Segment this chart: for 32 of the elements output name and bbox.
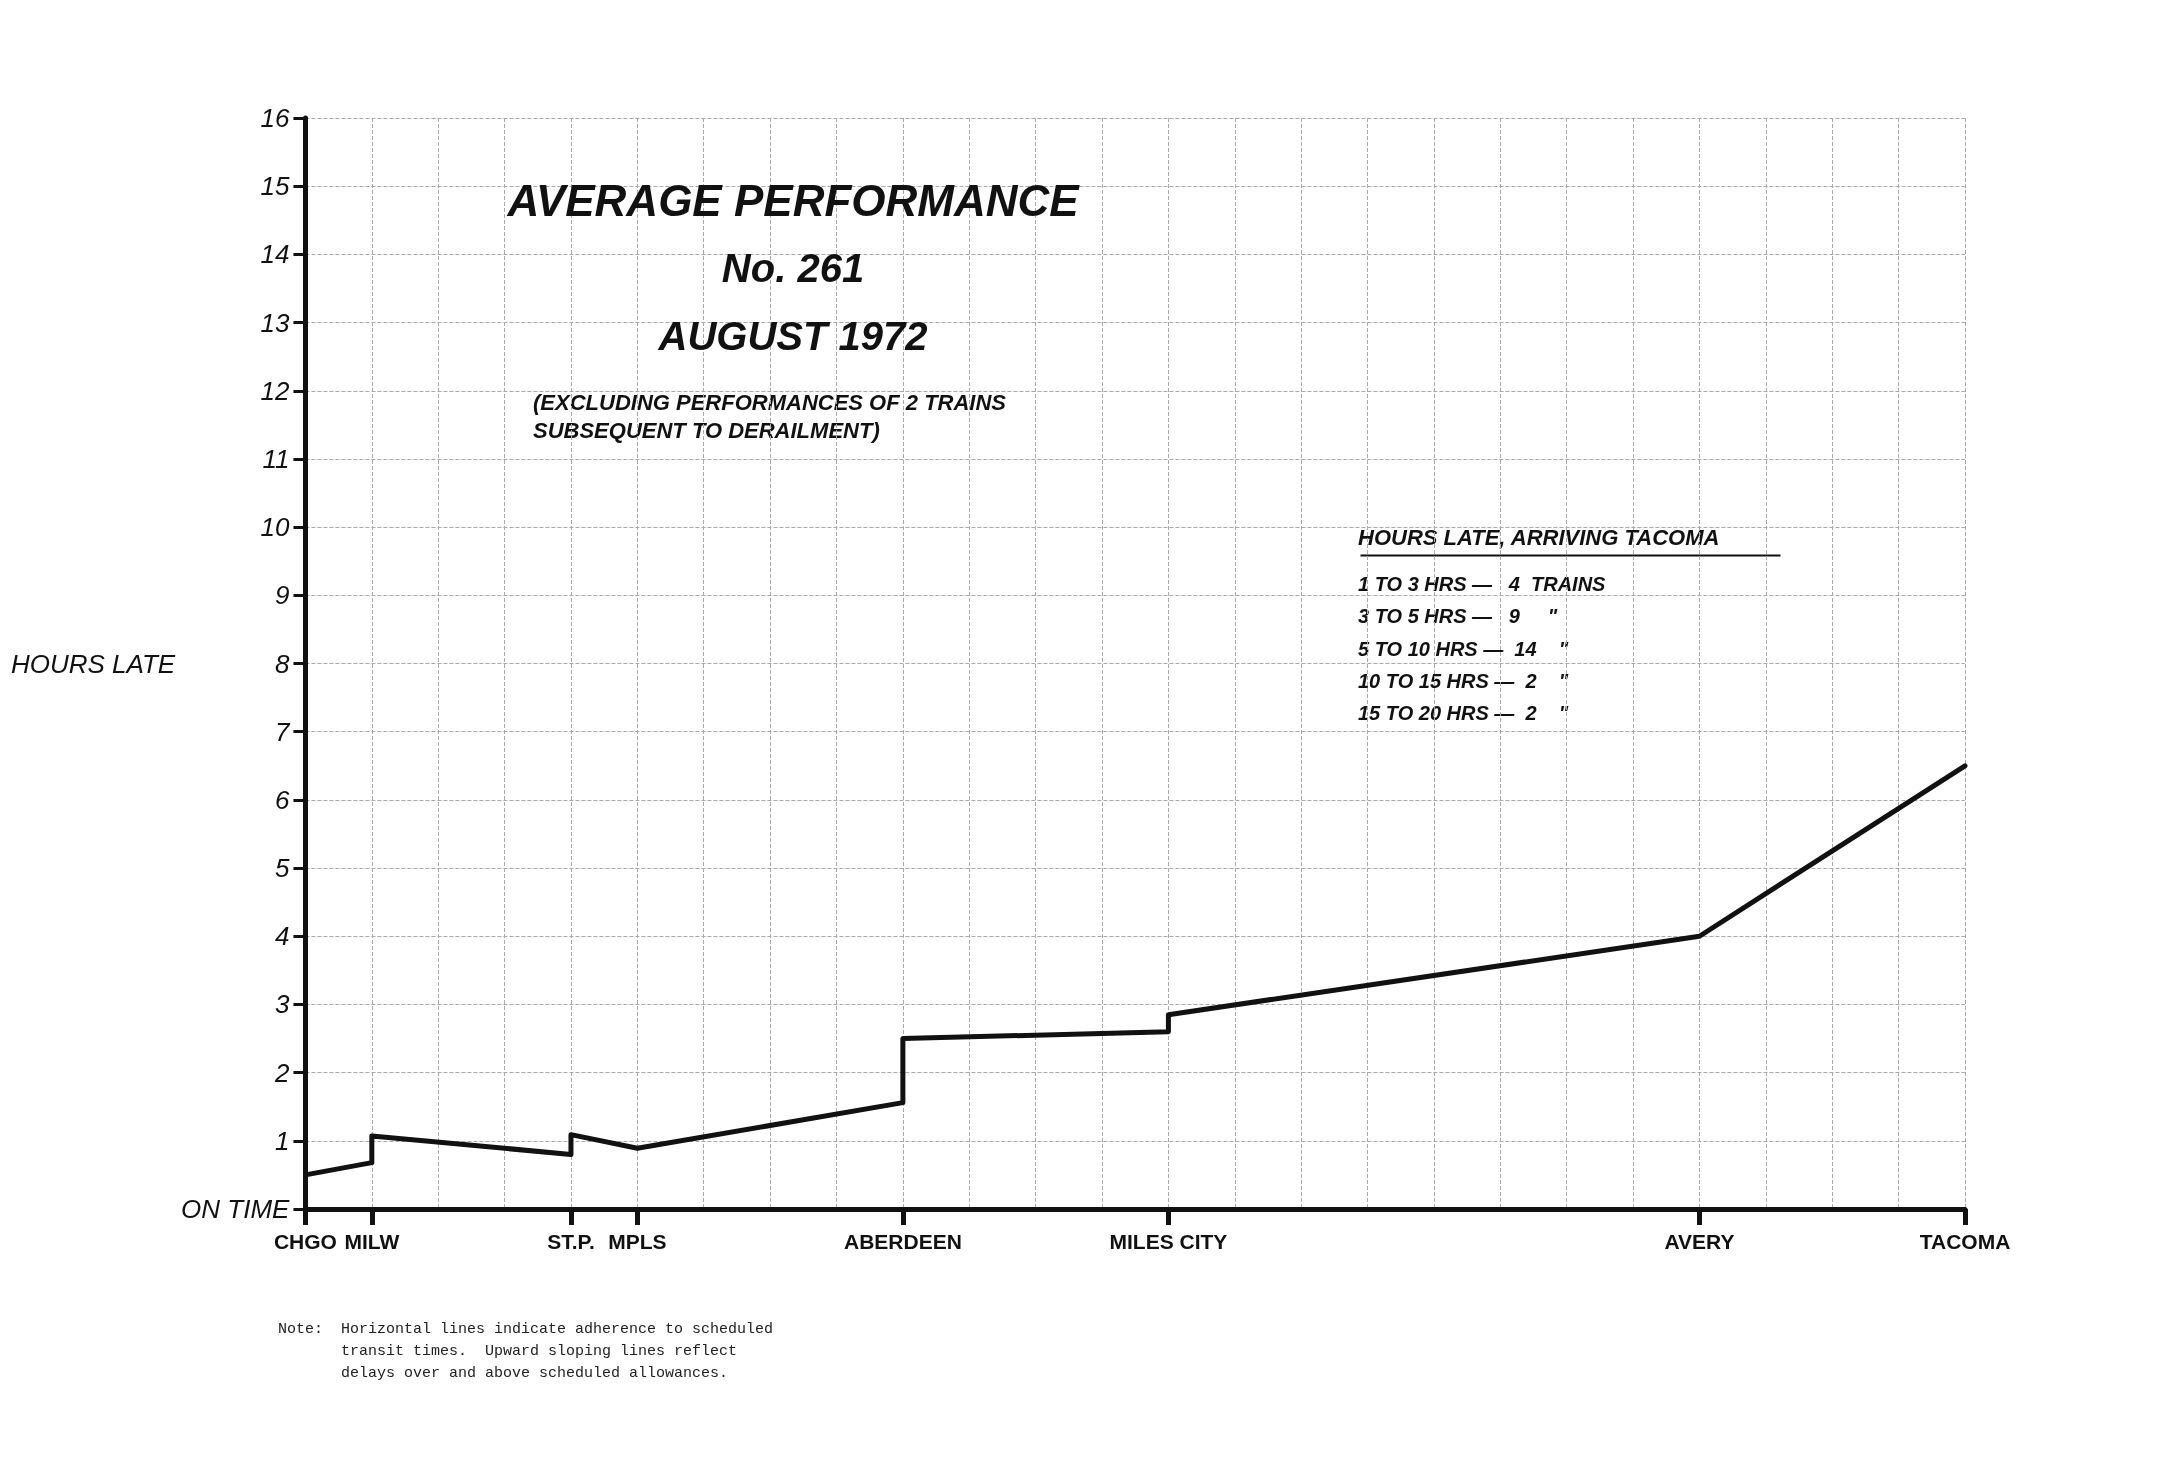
x-tick-label: MPLS bbox=[608, 1230, 667, 1253]
y-tick-label: 3 bbox=[274, 989, 290, 1020]
y-tick-label: 5 bbox=[274, 853, 290, 884]
x-tick-label: CHGO bbox=[273, 1230, 337, 1253]
y-tick-label: 9 bbox=[274, 580, 290, 611]
y-tick-label: 4 bbox=[274, 921, 290, 952]
y-tick-label: 7 bbox=[274, 716, 291, 747]
annotation: 1 TO 3 HRS — 4 TRAINS bbox=[1358, 573, 1607, 595]
y-tick-label: 15 bbox=[260, 171, 290, 202]
text: Note: Horizontal lines indicate adherence to scheduled transit times. Upward sloping lines reflect delays over and above scheduled allowances. bbox=[278, 1320, 774, 1382]
y-tick-label: 10 bbox=[260, 512, 290, 543]
x-tick-label: MILW bbox=[344, 1230, 400, 1253]
y-tick-label: 8 bbox=[274, 648, 290, 679]
y-tick-label: 2 bbox=[273, 1057, 290, 1088]
y-tick-label: 6 bbox=[274, 784, 290, 815]
annotation: HOURS LATE, ARRIVING TACOMA bbox=[1358, 524, 1720, 550]
y-tick-label: 14 bbox=[260, 239, 290, 270]
y-tick-label: 16 bbox=[260, 103, 290, 133]
y-tick-label: 13 bbox=[260, 307, 290, 338]
x-tick-label: ABERDEEN bbox=[843, 1230, 962, 1253]
y-tick-label: ON TIME bbox=[181, 1194, 291, 1224]
x-tick-label: ST.P. bbox=[547, 1230, 595, 1253]
annotation: (EXCLUDING PERFORMANCES OF 2 TRAINS SUBSEQUENT TO DERAILMENT) bbox=[533, 389, 1007, 443]
x-tick-label: AVERY bbox=[1664, 1230, 1735, 1253]
y-tick-label: 12 bbox=[260, 375, 290, 406]
text: AVERAGE PERFORMANCE bbox=[506, 175, 1081, 225]
y-axis-title: HOURS LATE bbox=[11, 648, 176, 679]
text: No. 261 AUGUST 1972 bbox=[657, 246, 928, 358]
x-tick-label: TACOMA bbox=[1919, 1230, 2011, 1253]
y-tick-label: 11 bbox=[262, 443, 290, 474]
y-tick-label: 1 bbox=[274, 1125, 290, 1156]
x-tick-label: MILES CITY bbox=[1109, 1230, 1228, 1253]
